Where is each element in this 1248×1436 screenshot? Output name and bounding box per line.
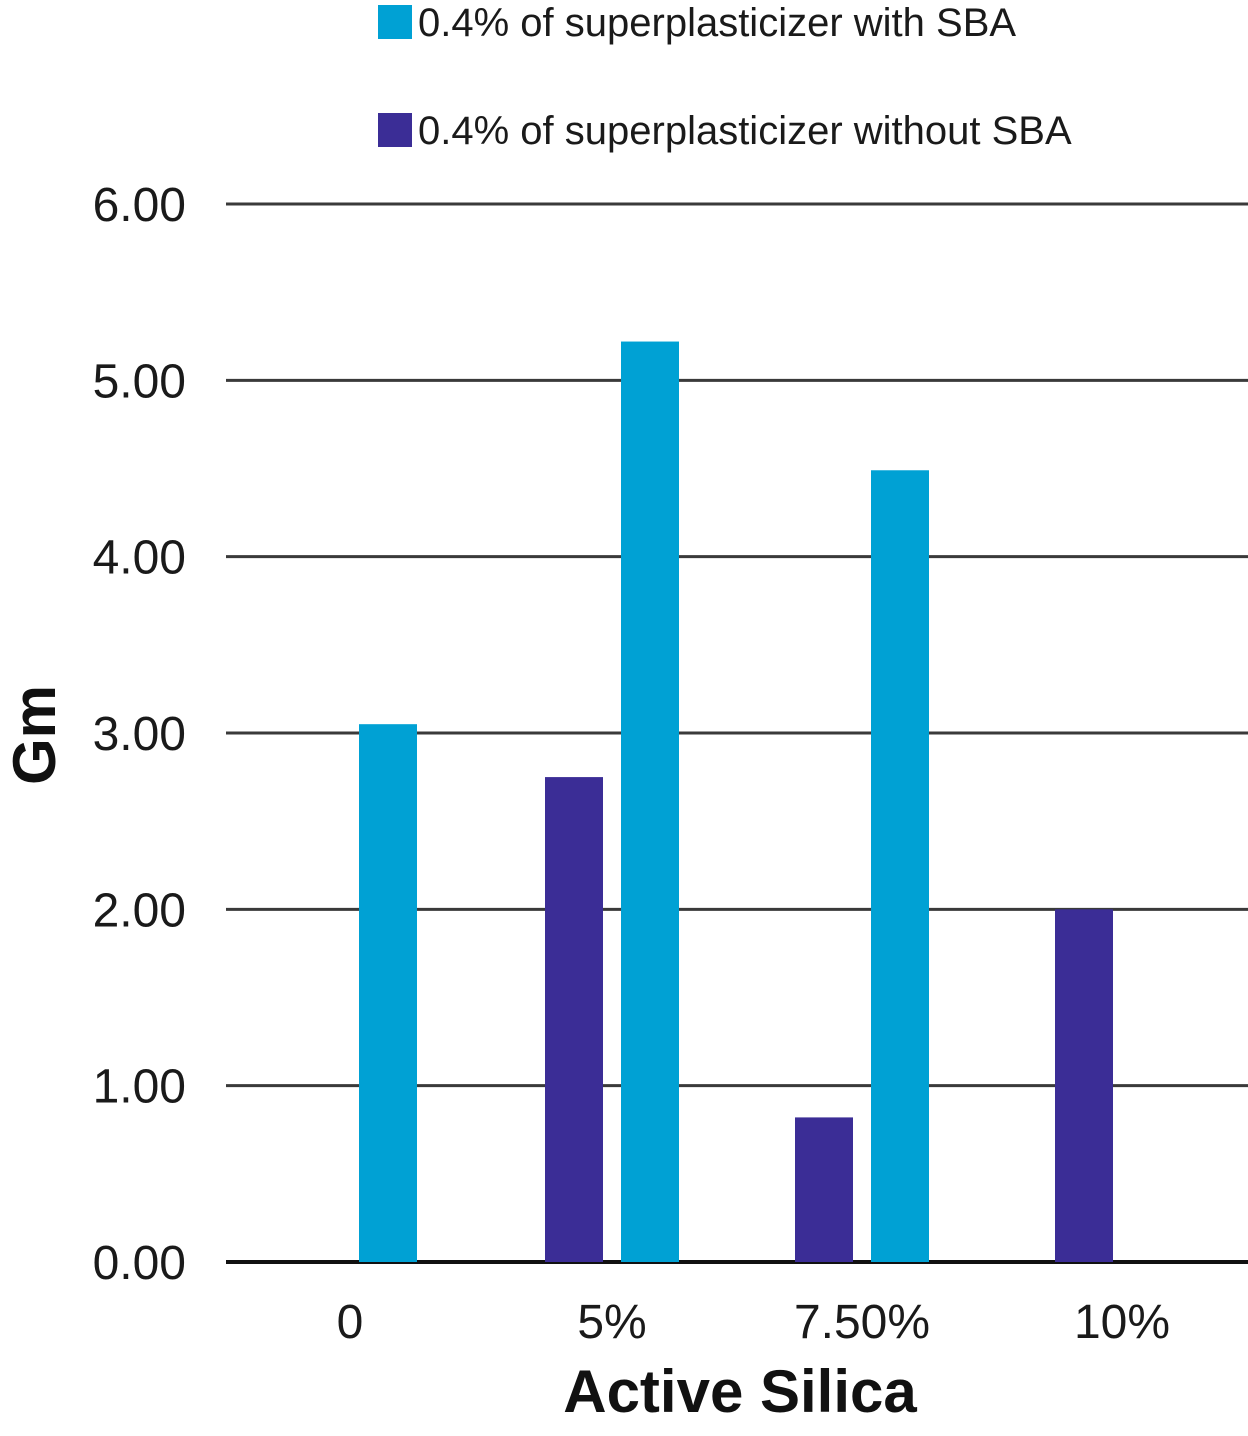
bar-with-sba-1 <box>621 341 679 1262</box>
x-tick-label: 7.50% <box>794 1296 930 1349</box>
y-tick-label: 1.00 <box>93 1061 186 1114</box>
bar-with-sba-0 <box>359 724 417 1262</box>
legend-swatch <box>378 113 412 147</box>
y-axis-tick-labels: 0.00 1.00 2.00 3.00 4.00 5.00 6.00 <box>93 179 186 1290</box>
bar-without-sba-3 <box>1055 909 1113 1262</box>
bar-with-sba-2 <box>871 470 929 1263</box>
y-tick-label: 2.00 <box>93 884 186 937</box>
legend: 0.4% of superplasticizer with SBA 0.4% of… <box>378 1 1072 153</box>
y-tick-label: 5.00 <box>93 355 186 408</box>
y-tick-label: 0.00 <box>93 1237 186 1290</box>
bar-without-sba-2 <box>795 1117 853 1262</box>
x-tick-label: 10% <box>1074 1296 1170 1349</box>
y-axis-title: Gm <box>1 685 68 785</box>
y-tick-label: 6.00 <box>93 179 186 232</box>
legend-label: 0.4% of superplasticizer with SBA <box>418 1 1016 45</box>
legend-label: 0.4% of superplasticizer without SBA <box>418 109 1072 153</box>
bars <box>359 341 1113 1263</box>
x-axis-title: Active Silica <box>563 1358 917 1425</box>
bar-without-sba-1 <box>545 777 603 1262</box>
x-tick-label: 5% <box>577 1296 646 1349</box>
y-tick-label: 4.00 <box>93 532 186 585</box>
y-tick-label: 3.00 <box>93 708 186 761</box>
x-axis-tick-labels: 0 5% 7.50% 10% <box>337 1296 1170 1349</box>
legend-swatch <box>378 5 412 39</box>
x-tick-label: 0 <box>337 1296 364 1349</box>
